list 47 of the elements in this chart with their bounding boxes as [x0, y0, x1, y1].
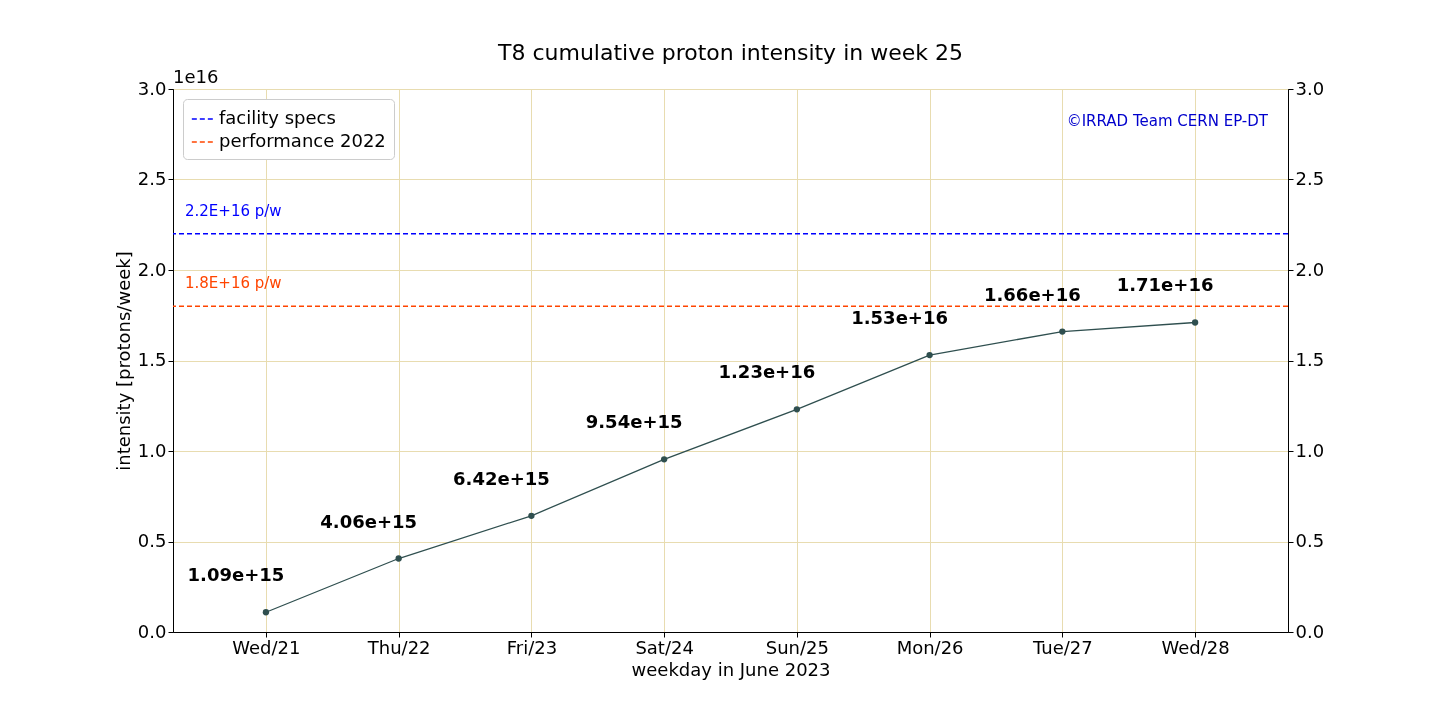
x-tick-label: Thu/22 [366, 636, 431, 658]
y-tick-label: 2.0 [137, 258, 167, 280]
y2-tick-label: 0.5 [1295, 530, 1325, 551]
annotation: 4.06e+15 [320, 510, 418, 532]
point [1059, 328, 1066, 335]
point [660, 456, 668, 463]
annotation: 1.71e+16 [1116, 274, 1214, 296]
annotation: 1.8E+16 p/w [185, 274, 282, 293]
text: 1e16 [173, 66, 219, 87]
x-tick-label: Mon/26 [896, 636, 964, 658]
y2-tick-label: 3.0 [1295, 77, 1325, 99]
y2-tick-label: 0.0 [1295, 620, 1325, 642]
annotation: 2.2E+16 p/w [185, 201, 282, 220]
y-tick-label: 0.5 [137, 530, 167, 551]
y2-tick-label: 1.5 [1295, 349, 1325, 370]
legend-label: facility specs [219, 107, 336, 128]
legend-label: performance 2022 [219, 130, 386, 151]
chart-title: T8 cumulative proton intensity in week 25 [497, 40, 963, 65]
x-tick-label: Wed/28 [1161, 636, 1230, 658]
x-tick-label: Wed/21 [232, 636, 301, 658]
annotation: 1.53e+16 [851, 307, 948, 329]
x-axis-title: weekday in June 2023 [631, 658, 831, 680]
point [793, 406, 801, 413]
point [528, 512, 535, 519]
point [262, 609, 270, 616]
y-tick-label: 2.5 [137, 168, 167, 189]
x-tick-label: Sun/25 [765, 636, 829, 658]
x-tick-label: Fri/23 [506, 636, 558, 658]
point [395, 555, 402, 562]
x-tick-label: Tue/27 [1031, 636, 1093, 658]
annotation: 1.23e+16 [718, 361, 816, 383]
annotation: 9.54e+15 [585, 411, 683, 433]
y-axis-title: intensity [protons/week] [112, 251, 134, 471]
annotation: 6.42e+15 [453, 467, 550, 489]
annotation: 1.09e+15 [187, 564, 285, 586]
y-tick-label: 0.0 [137, 620, 167, 642]
point [1191, 319, 1199, 326]
y-tick-label: 1.5 [137, 349, 167, 370]
y2-tick-label: 2.0 [1295, 258, 1325, 280]
annotation: ©IRRAD Team CERN EP-DT [1066, 112, 1269, 130]
x-tick-label: Sat/24 [635, 636, 694, 658]
annotation: 1.66e+16 [983, 283, 1081, 305]
y2-tick-label: 2.5 [1295, 168, 1325, 189]
y-tick-label: 3.0 [137, 77, 167, 99]
point [926, 351, 933, 359]
y2-tick-label: 1.0 [1295, 439, 1325, 461]
y-tick-label: 1.0 [137, 439, 167, 461]
